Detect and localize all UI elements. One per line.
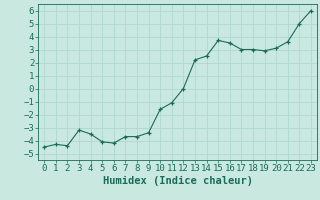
X-axis label: Humidex (Indice chaleur): Humidex (Indice chaleur)	[103, 176, 252, 186]
